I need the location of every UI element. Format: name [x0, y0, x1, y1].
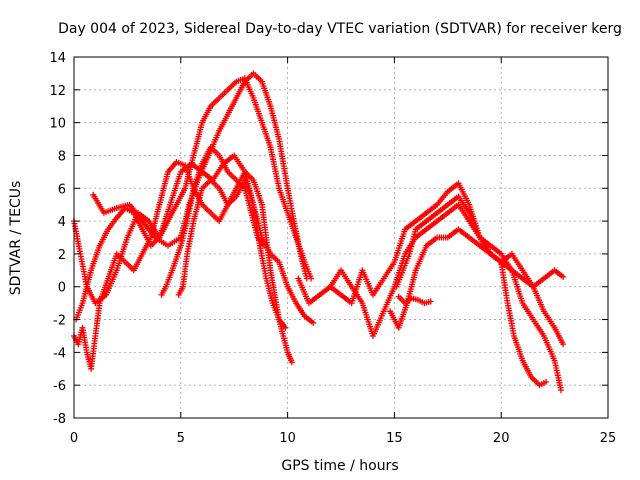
y-tick-label: 6: [58, 182, 66, 197]
y-tick-label: -4: [53, 346, 66, 361]
series-marker-trail: [395, 293, 434, 307]
series-marker-trail: [327, 201, 565, 394]
y-tick-label: 12: [49, 84, 66, 99]
series-track-h: [327, 201, 565, 394]
y-tick-label: -2: [53, 314, 66, 329]
x-tick-label: 0: [70, 431, 78, 446]
series-marker-trail: [393, 193, 567, 348]
y-tick-label: 4: [58, 215, 66, 230]
x-tick-label: 20: [493, 431, 510, 446]
x-tick-label: 5: [177, 431, 185, 446]
x-axis-title: GPS time / hours: [281, 458, 398, 474]
series-track-f: [175, 177, 289, 331]
data-layer: [71, 70, 567, 394]
series-track-j: [393, 193, 567, 348]
x-tick-label: 25: [600, 431, 617, 446]
y-axis-title: SDTVAR / TECUs: [8, 181, 24, 296]
y-tick-label: 2: [58, 248, 66, 263]
tick-layer: -8 -6 -4 -2 0 2 4 6 8 10 12 14 0 5 10 15 20 25: [49, 51, 616, 446]
plot-frame: [73, 56, 609, 419]
x-tick-label: 10: [279, 431, 296, 446]
y-tick-label: -6: [53, 379, 66, 394]
chart-title: Day 004 of 2023, Sidereal Day-to-day VTE…: [58, 21, 622, 37]
y-tick-label: 0: [58, 281, 66, 296]
y-tick-label: 8: [58, 149, 66, 164]
y-tick-label: -8: [53, 412, 66, 427]
y-tick-label: 10: [49, 117, 66, 132]
x-tick-label: 15: [386, 431, 403, 446]
series-marker-trail: [175, 177, 289, 331]
y-tick-label: 14: [49, 51, 66, 66]
series-track-k: [395, 293, 434, 307]
